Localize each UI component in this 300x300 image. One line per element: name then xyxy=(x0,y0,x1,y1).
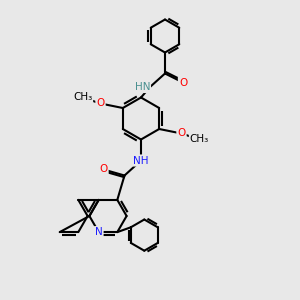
Text: O: O xyxy=(177,128,186,139)
Text: CH₃: CH₃ xyxy=(190,134,209,145)
Text: N: N xyxy=(95,227,103,237)
Text: NH: NH xyxy=(133,155,149,166)
Text: CH₃: CH₃ xyxy=(73,92,92,103)
Text: O: O xyxy=(99,164,108,175)
Text: HN: HN xyxy=(134,82,150,92)
Text: O: O xyxy=(179,77,187,88)
Text: O: O xyxy=(96,98,105,109)
